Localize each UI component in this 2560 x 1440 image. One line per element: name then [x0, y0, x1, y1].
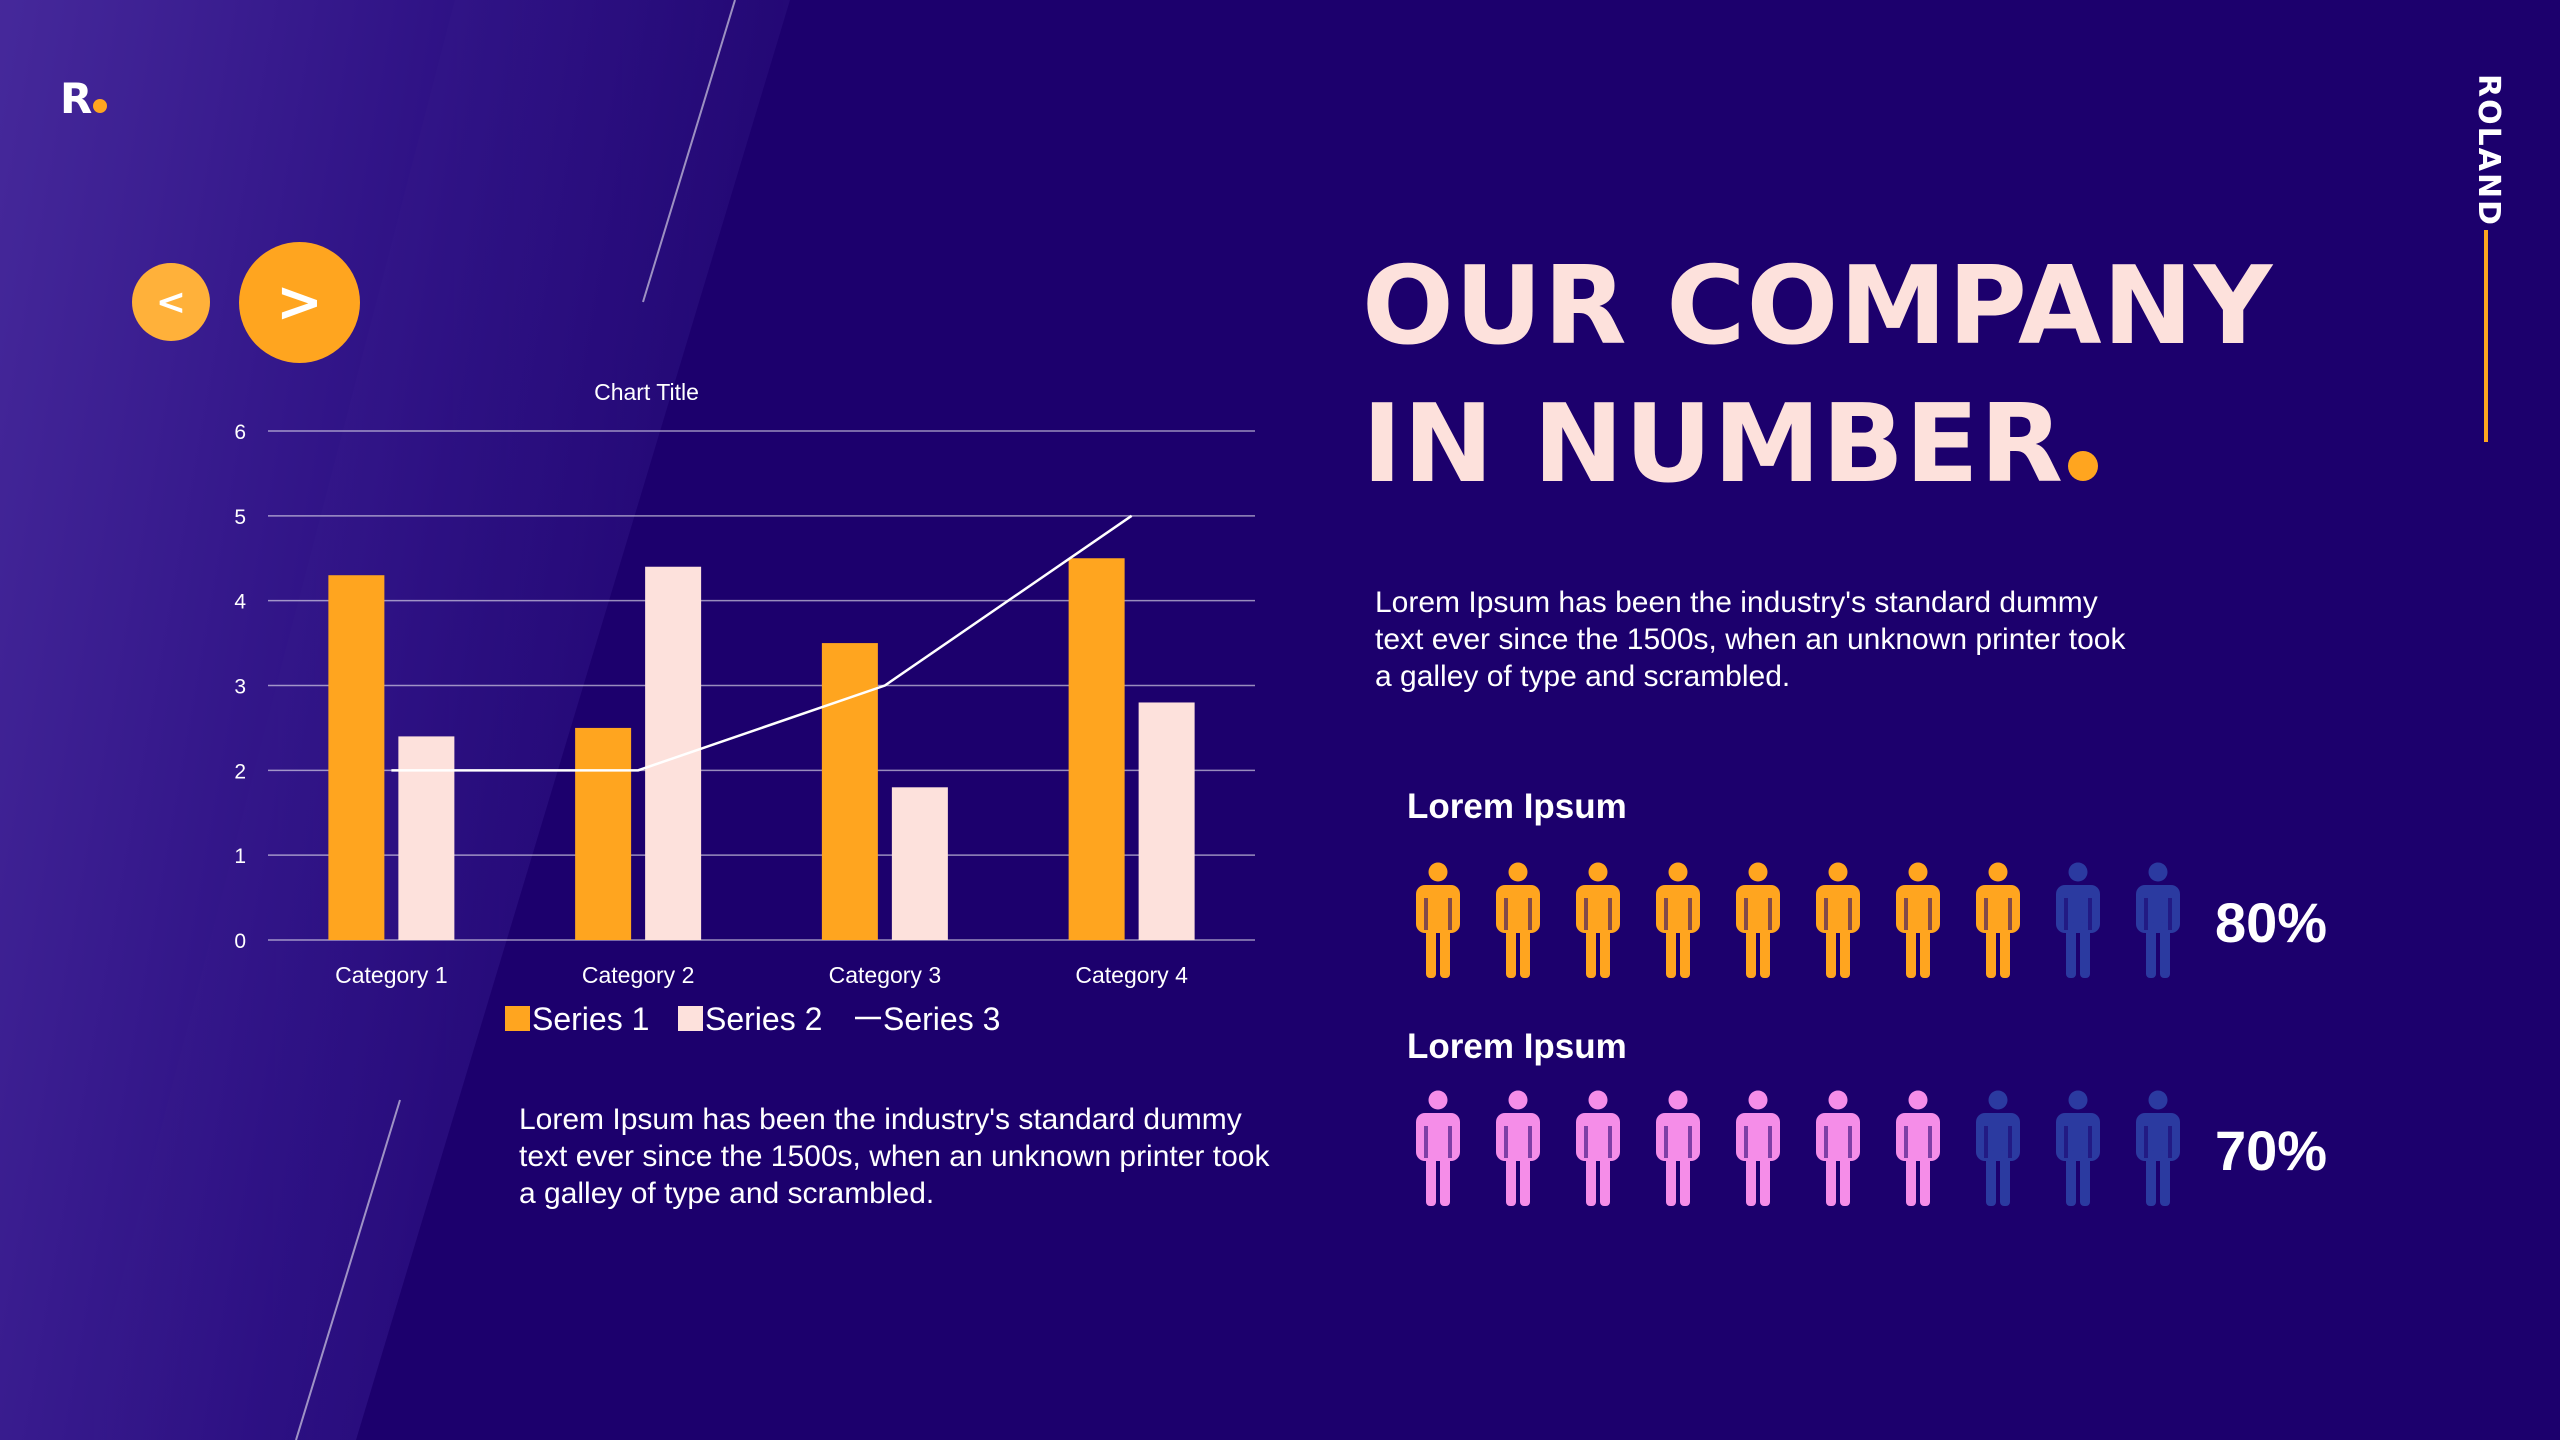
person-icon-filled [1558, 1090, 1638, 1210]
people-row-2 [1398, 1090, 2198, 1210]
stat-percent-1: 80% [2215, 891, 2328, 954]
legend-label: Series 2 [705, 1001, 822, 1037]
person-icon-filled [1478, 1090, 1558, 1210]
x-tick-label: Category 2 [582, 962, 695, 988]
people-row-1 [1398, 862, 2198, 982]
person-icon-filled [1398, 1090, 1478, 1210]
y-tick-label: 6 [234, 421, 246, 444]
next-button[interactable]: > [239, 242, 360, 363]
stat-title-1: Lorem Ipsum [1407, 787, 1627, 826]
bar-series-2 [645, 566, 702, 940]
legend-label: Series 3 [883, 1001, 1000, 1037]
y-tick-label: 3 [234, 676, 246, 699]
stat-percent-2: 70% [2215, 1119, 2328, 1182]
bar-series-1 [1068, 558, 1125, 940]
person-icon-filled [1798, 1090, 1878, 1210]
person-icon-filled [1558, 862, 1638, 982]
legend-label: Series 1 [532, 1001, 649, 1037]
person-icon-filled [1638, 862, 1718, 982]
bar-series-2 [398, 736, 455, 940]
y-tick-label: 5 [234, 506, 246, 529]
brand-logo-dot [93, 99, 108, 113]
bar-series-1 [328, 575, 385, 940]
person-icon-filled [1718, 1090, 1798, 1210]
title-line-1: OUR COMPANY [1362, 244, 2274, 369]
bar-series-2 [1138, 702, 1195, 940]
person-icon-empty [2118, 862, 2198, 982]
prev-button[interactable]: < [132, 263, 210, 341]
person-icon-filled [1638, 1090, 1718, 1210]
brand-logo: R [60, 74, 108, 123]
intro-paragraph: Lorem Ipsum has been the industry's stan… [1375, 586, 2126, 693]
y-tick-label: 1 [234, 845, 246, 868]
person-icon-filled [1398, 862, 1478, 982]
title-line-2-wrap: IN NUMBER [1362, 376, 2273, 514]
bar-series-1 [575, 727, 632, 940]
person-icon-empty [2118, 1090, 2198, 1210]
chevron-left-icon: < [155, 281, 187, 323]
person-icon-empty [2038, 862, 2118, 982]
bar-series-2 [891, 787, 948, 940]
person-icon-filled [1798, 862, 1878, 982]
y-tick-label: 4 [234, 591, 246, 614]
brand-logo-letter: R [60, 74, 92, 123]
title-line-2: IN NUMBER [1362, 382, 2064, 507]
x-tick-label: Category 3 [829, 962, 942, 988]
chart-caption-paragraph: Lorem Ipsum has been the industry's stan… [519, 1103, 1270, 1210]
chart-title: Chart Title [594, 379, 699, 405]
x-tick-label: Category 4 [1075, 962, 1188, 988]
side-brand-label: ROLAND [2471, 74, 2506, 227]
person-icon-filled [1878, 862, 1958, 982]
legend-swatch [678, 1006, 703, 1031]
person-icon-empty [2038, 1090, 2118, 1210]
line-series-3 [391, 514, 1133, 772]
person-icon-filled [1718, 862, 1798, 982]
y-tick-label: 2 [234, 760, 246, 783]
person-icon-filled [1958, 862, 2038, 982]
y-tick-label: 0 [234, 930, 246, 953]
legend-swatch [505, 1006, 530, 1031]
page-title: OUR COMPANY IN NUMBER [1362, 238, 2273, 514]
bar-series-1 [821, 643, 878, 940]
person-icon-filled [1878, 1090, 1958, 1210]
x-tick-label: Category 1 [335, 962, 448, 988]
chevron-right-icon: > [276, 270, 323, 335]
person-icon-empty [1958, 1090, 2038, 1210]
title-accent-dot [2067, 451, 2098, 481]
side-accent-line [2484, 230, 2488, 442]
stat-title-2: Lorem Ipsum [1407, 1027, 1627, 1066]
person-icon-filled [1478, 862, 1558, 982]
